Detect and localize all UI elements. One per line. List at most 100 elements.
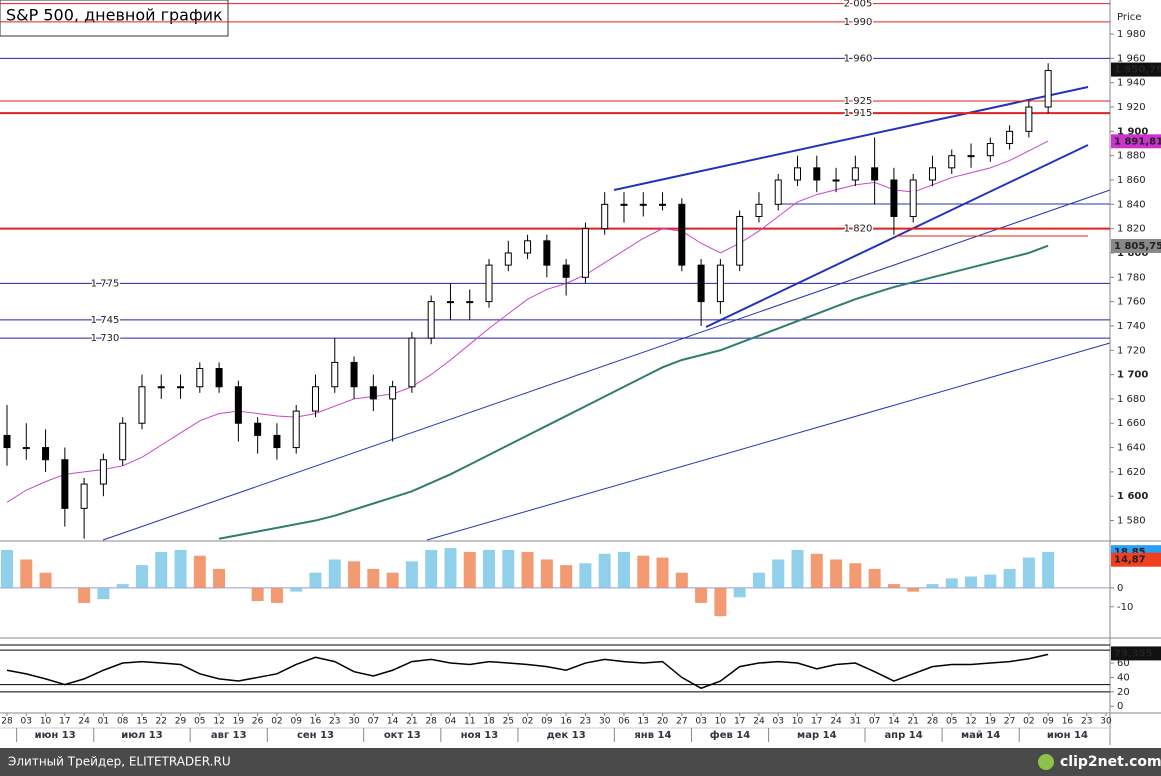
histogram-bar (502, 550, 515, 588)
x-tick-label: 29 (175, 717, 187, 727)
y-tick-label: 1 820 (1117, 224, 1146, 235)
histogram-bar (405, 561, 418, 588)
y-tick-label: 1 720 (1117, 345, 1146, 356)
candle-body (794, 167, 802, 181)
histogram-bar (540, 559, 553, 588)
histogram-bar (155, 551, 168, 588)
histogram-bar (1, 550, 13, 588)
candle-body (948, 155, 956, 169)
trend-lines (102, 86, 1111, 541)
x-tick-label: 02 (522, 717, 533, 727)
histogram-bar (791, 550, 804, 588)
y-tick-label: 1 680 (1117, 394, 1146, 405)
histogram-bar (425, 550, 438, 588)
histogram-bar (695, 587, 708, 603)
y-tick-label: 1 900 (1117, 126, 1148, 137)
y-tick-label: 1 700 (1117, 370, 1148, 381)
y-tick-label: 1 740 (1117, 321, 1146, 332)
x-tick-label: 11 (464, 717, 475, 727)
candle-body (42, 447, 50, 461)
month-label: май 14 (961, 730, 1000, 741)
candle-body (408, 337, 416, 388)
candle-body (157, 386, 165, 389)
level-label: 2 005 (844, 0, 873, 10)
x-tick-label: 17 (811, 717, 822, 727)
y-tick-label: 1 660 (1117, 418, 1146, 429)
candle-body (890, 179, 898, 217)
histogram-bar (174, 550, 187, 588)
value-badge-label: 1 891,81 (1114, 136, 1161, 147)
candle-body (215, 368, 223, 388)
y-tick-label: 1 920 (1117, 102, 1146, 113)
y-tick-label: 1 960 (1117, 53, 1146, 64)
histogram-bar (926, 584, 939, 588)
candle-body (601, 203, 609, 230)
footer-bar (0, 748, 1161, 776)
logo-icon (1038, 754, 1054, 770)
y-tick-label: 40 (1117, 672, 1130, 683)
candle-body (80, 483, 88, 509)
histogram-bar (328, 559, 341, 588)
x-tick-label: 30 (1100, 717, 1112, 727)
x-tick-label: 16 (1062, 717, 1074, 727)
oscillator-line (6, 653, 1049, 690)
candle-body (543, 240, 551, 266)
candle-body (504, 252, 512, 266)
value-badge (1111, 646, 1161, 661)
y-tick-label: 20 (1117, 687, 1130, 698)
histogram-bar (251, 587, 264, 602)
x-tick-label: 20 (657, 717, 669, 727)
x-tick-label: 06 (618, 717, 630, 727)
x-tick-label: 30 (348, 717, 360, 727)
x-tick-label: 14 (888, 717, 900, 727)
value-badge (1111, 552, 1161, 567)
histogram-bar (463, 551, 476, 588)
candle-body (446, 301, 454, 304)
histogram-bar (20, 559, 33, 588)
trend-line (426, 342, 1111, 541)
histogram-bar (290, 587, 303, 592)
x-tick-label: 31 (850, 717, 861, 727)
x-tick-label: 28 (927, 717, 939, 727)
x-tick-label: 05 (946, 717, 957, 727)
title-box (0, 0, 229, 37)
y-tick-label: 1 780 (1117, 272, 1146, 283)
x-tick-label: 07 (869, 717, 880, 727)
moving-average (218, 244, 1049, 540)
x-tick-label: 22 (156, 717, 167, 727)
x-tick-label: 03 (21, 717, 32, 727)
month-label: июл 13 (121, 730, 162, 741)
month-label: ноя 13 (461, 730, 499, 741)
x-tick-label: 19 (985, 717, 997, 727)
x-tick-label: 19 (233, 717, 245, 727)
candle-body (292, 410, 300, 449)
x-tick-label: 08 (117, 717, 129, 727)
x-tick-label: 16 (560, 717, 572, 727)
histogram-bar (213, 568, 226, 588)
candle-body (177, 386, 185, 389)
candle-body (639, 203, 647, 206)
histogram-bar (617, 551, 630, 588)
trend-line (102, 189, 1111, 541)
histogram-bar (78, 587, 91, 603)
candle-body (697, 264, 705, 303)
x-tick-label: 07 (368, 717, 379, 727)
candle-body (1025, 106, 1033, 132)
y-tick-label: 1 880 (1117, 151, 1146, 162)
y-tick-label: 1 600 (1117, 491, 1148, 502)
x-tick-label: 09 (541, 717, 553, 727)
histogram-bar (116, 584, 129, 588)
candle-body (986, 143, 994, 157)
footer-logo: clip2net.com (1060, 754, 1161, 770)
x-tick-label: 17 (59, 717, 70, 727)
candle-body (138, 386, 146, 424)
x-tick-label: 05 (194, 717, 205, 727)
y-axis-label: Price (1117, 12, 1141, 23)
x-tick-label: 14 (387, 717, 399, 727)
histogram-bar (270, 587, 283, 603)
x-tick-label: 02 (271, 717, 282, 727)
x-tick-label: 12 (965, 717, 976, 727)
x-tick-label: 03 (695, 717, 706, 727)
x-tick-label: 21 (907, 717, 918, 727)
x-tick-label: 27 (676, 717, 687, 727)
